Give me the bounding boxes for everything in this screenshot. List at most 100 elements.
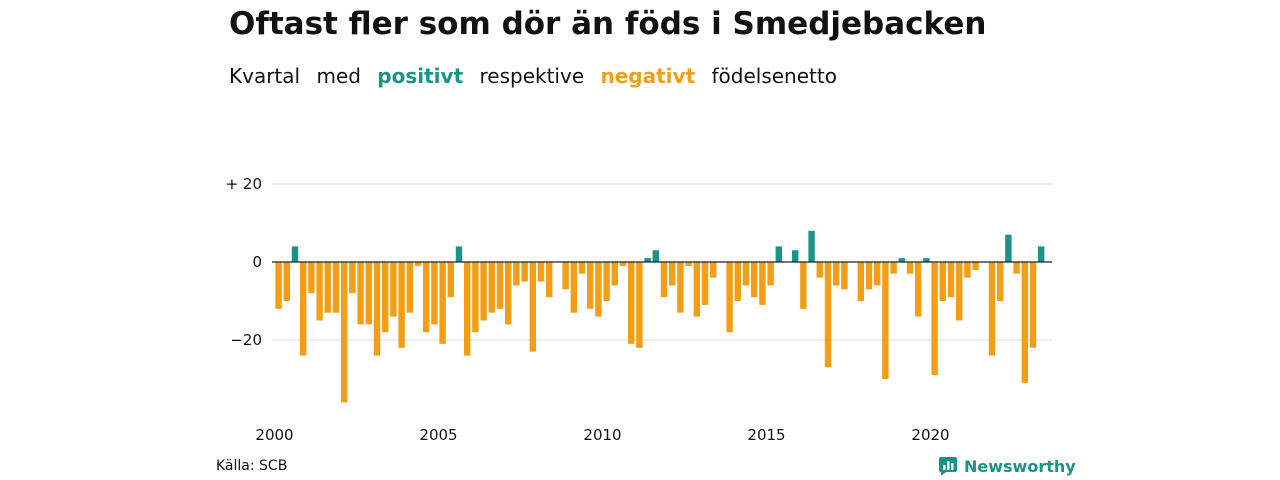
chart-title: Oftast fler som dör än föds i Smedjeback…	[229, 6, 987, 42]
bar-negative	[767, 262, 774, 286]
bar-negative	[734, 262, 741, 301]
bar-negative	[751, 262, 758, 298]
bar-negative	[628, 262, 635, 344]
bar-negative	[906, 262, 914, 274]
bar-negative	[480, 262, 487, 321]
bar-negative	[406, 262, 413, 313]
bar-negative	[947, 262, 955, 298]
bar-positive	[644, 258, 651, 262]
bar-negative	[1021, 262, 1028, 383]
bar-negative	[357, 262, 364, 325]
legend-positive: positivt	[377, 64, 464, 88]
bar-negative	[685, 262, 692, 266]
bar-positive	[923, 258, 930, 262]
subtitle-word: födelsenetto	[711, 64, 837, 88]
bar-negative	[915, 262, 922, 317]
bar-negative	[874, 262, 881, 286]
bar-negative	[677, 262, 684, 313]
y-tick-label: 0	[252, 253, 262, 271]
chart-subtitle: Kvartal med positivt respektive negativt…	[229, 64, 847, 88]
bar-negative	[316, 262, 323, 321]
bar-negative	[841, 262, 848, 290]
bar-negative	[349, 262, 356, 294]
bar-negative	[439, 262, 446, 344]
bar-negative	[275, 262, 282, 309]
bar-negative	[505, 262, 512, 325]
x-tick-label: 2010	[583, 426, 621, 444]
bar-negative	[472, 262, 479, 333]
bar-negative	[726, 262, 733, 333]
x-tick-label: 2020	[911, 426, 949, 444]
bar-negative	[513, 262, 520, 286]
bar-negative	[283, 262, 290, 301]
bar-negative	[373, 262, 381, 356]
newsworthy-logo-text: Newsworthy	[964, 456, 1076, 476]
bar-negative	[1029, 262, 1037, 348]
bar-negative	[972, 262, 979, 270]
bar-negative	[865, 262, 873, 290]
bar-negative	[759, 262, 766, 305]
bar-negative	[521, 262, 528, 282]
subtitle-word: med	[316, 64, 361, 88]
bar-negative	[332, 262, 340, 313]
bar-negative	[710, 262, 717, 278]
bar-negative	[816, 262, 823, 278]
bar-positive	[898, 258, 905, 262]
bar-negative	[496, 262, 504, 309]
y-tick-label: + 20	[226, 175, 262, 193]
bar-negative	[824, 262, 832, 368]
bar-negative	[423, 262, 430, 333]
bar-positive	[455, 246, 463, 262]
bar-negative	[414, 262, 422, 266]
bar-negative	[988, 262, 996, 356]
subtitle-word: respektive	[479, 64, 585, 88]
x-tick-label: 2000	[255, 426, 293, 444]
bar-negative	[669, 262, 676, 286]
bar-negative	[997, 262, 1004, 301]
newsworthy-logo: Newsworthy	[938, 456, 1076, 476]
bar-positive	[291, 246, 299, 262]
bar-negative	[882, 262, 889, 379]
bar-negative	[595, 262, 602, 317]
bar-negative	[660, 262, 668, 298]
bar-negative	[587, 262, 594, 309]
bar-negative	[447, 262, 454, 298]
bar-negative	[562, 262, 569, 290]
bar-positive	[1005, 234, 1012, 262]
bar-negative	[308, 262, 315, 294]
bar-negative	[431, 262, 438, 325]
bar-negative	[611, 262, 618, 286]
bar-negative	[956, 262, 963, 321]
bar-negative	[390, 262, 397, 317]
bar-negative	[701, 262, 709, 305]
subtitle-word: Kvartal	[229, 64, 301, 88]
bar-negative	[1013, 262, 1020, 274]
bar-positive	[792, 250, 799, 262]
bar-negative	[529, 262, 536, 352]
bar-positive	[652, 250, 659, 262]
bar-negative	[742, 262, 750, 286]
bar-negative	[939, 262, 946, 301]
bar-negative	[693, 262, 700, 317]
bar-negative	[857, 262, 864, 301]
bar-negative	[300, 262, 307, 356]
bar-negative	[341, 262, 348, 403]
bar-positive	[1038, 246, 1045, 262]
bar-negative	[546, 262, 553, 298]
bar-negative	[931, 262, 938, 376]
bar-negative	[570, 262, 577, 313]
x-tick-label: 2005	[419, 426, 457, 444]
bar-positive	[808, 230, 815, 262]
bar-positive	[775, 246, 782, 262]
bar-negative	[464, 262, 471, 356]
bar-negative	[619, 262, 627, 266]
newsworthy-logo-icon	[939, 457, 957, 476]
bar-negative	[578, 262, 586, 274]
bar-negative	[833, 262, 840, 286]
bar-negative	[537, 262, 545, 282]
bar-negative	[964, 262, 971, 278]
bar-negative	[488, 262, 495, 313]
bar-negative	[636, 262, 643, 348]
legend-negative: negativt	[600, 64, 696, 88]
